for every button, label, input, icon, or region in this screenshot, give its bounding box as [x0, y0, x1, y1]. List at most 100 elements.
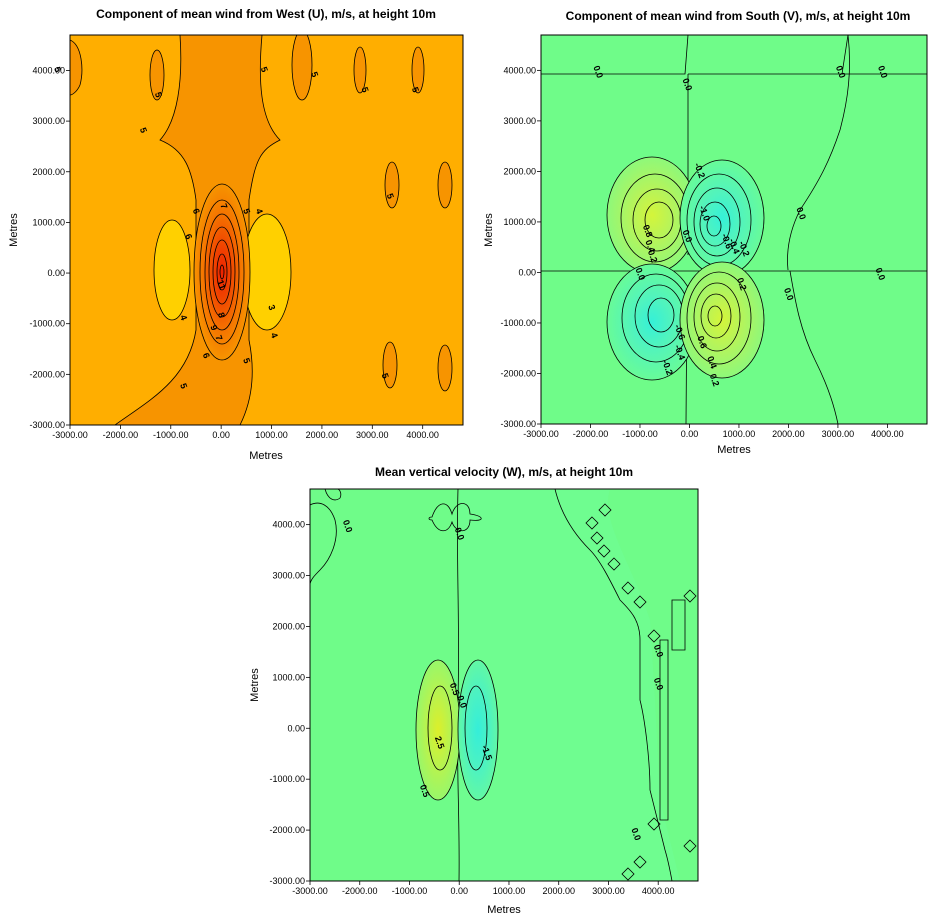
contour-label: 5: [178, 382, 189, 390]
contour-label: 8: [216, 311, 227, 319]
panel-u-wind: Component of mean wind from West (U), m/…: [8, 7, 464, 462]
contour-label: 0.0: [652, 643, 666, 658]
contour-label: -1.0: [697, 204, 712, 222]
contour-region-w-negative: [460, 489, 680, 881]
y-tick-label: -2000.00: [269, 825, 305, 835]
y-tick-label: -1000.00: [500, 318, 536, 328]
chart-title-u: Component of mean wind from West (U), m/…: [96, 7, 436, 21]
contour-island-u: [291, 35, 313, 101]
y-axis-label-u: Metres: [8, 213, 20, 247]
contour-label: 6: [201, 352, 212, 360]
contour-island-u: [437, 344, 453, 392]
contour-label: 0.0: [680, 77, 694, 92]
y-tick-label: 2000.00: [272, 621, 305, 631]
contour-label: 5: [309, 70, 320, 78]
y-axis-label-v: Metres: [483, 213, 495, 247]
contour-label: 6: [183, 233, 194, 241]
contour-core-u-ring: [199, 199, 245, 345]
contour-lobe-w-negative: [457, 659, 499, 801]
plot-area-w: [310, 489, 698, 881]
contour-island-u: [411, 46, 425, 94]
y-tick-label: -3000.00: [500, 419, 536, 429]
contour-label: 0.4: [643, 239, 657, 254]
contour-labels-v: 0.00.00.0 0.0-0.2-1.00.00.80.40.2-0.6-0.4…: [591, 64, 889, 387]
contour-label: 5: [52, 65, 63, 73]
contour-label: 7: [218, 202, 229, 210]
contour-label: 0.0: [455, 694, 469, 709]
contour-zero-v: [789, 270, 839, 424]
x-tick-label: 2000.00: [306, 430, 339, 440]
plot-area-v: [541, 35, 927, 424]
contour-label: 0.5: [418, 783, 432, 798]
contour-label: 5: [385, 192, 396, 200]
y-tick-label: -3000.00: [269, 876, 305, 886]
x-tick-label: 0.00: [681, 429, 699, 439]
x-axis-label-w: Metres: [487, 904, 521, 916]
contour-label: -0.2: [660, 358, 675, 376]
axis-ticks-u: -3000.00 -2000.00 -1000.00 0.00 1000.00 2000.…: [29, 65, 438, 440]
x-tick-label: -3000.00: [523, 429, 559, 439]
contour-labels-w: 0.00.00.50.02.5-1.50.50.00.00.0: [341, 519, 666, 842]
y-tick-label: 1000.00: [272, 672, 305, 682]
contour-lobe-v-ring: [686, 271, 752, 365]
contour-label: 6: [191, 207, 202, 215]
contour-label: 0.0: [591, 64, 605, 79]
x-tick-label: 4000.00: [642, 886, 675, 896]
x-tick-label: 3000.00: [356, 430, 389, 440]
contour-label: -0.6: [720, 232, 735, 250]
contour-label: 0.0: [652, 676, 666, 691]
x-tick-label: 0.00: [450, 886, 468, 896]
y-tick-label: -1000.00: [269, 774, 305, 784]
contour-label: -0.2: [737, 240, 752, 258]
contour-label: 5: [153, 91, 164, 99]
contour-label: 0.0: [680, 228, 694, 243]
contour-lobe-v-ring: [644, 201, 674, 239]
y-tick-label: 2000.00: [503, 166, 536, 176]
y-tick-label: 2000.00: [32, 167, 65, 177]
x-tick-label: 2000.00: [772, 429, 805, 439]
x-tick-label: -2000.00: [573, 429, 609, 439]
contour-label: 5: [138, 126, 149, 134]
panel-w-velocity: Mean vertical velocity (W), m/s, at heig…: [249, 465, 699, 916]
y-tick-label: -2000.00: [500, 368, 536, 378]
contour-label: -1.5: [480, 744, 495, 762]
contour-label: 5: [241, 207, 252, 215]
y-tick-label: 0.00: [287, 723, 305, 733]
contour-island-u: [353, 46, 367, 94]
contour-label: 4: [178, 314, 189, 322]
contour-island-u: [384, 161, 400, 209]
contour-label: 5: [359, 86, 370, 94]
contour-label: -0.4: [727, 237, 742, 255]
y-tick-label: 1000.00: [32, 217, 65, 227]
contour-core-u-ring: [219, 264, 225, 280]
contour-zero-w: [659, 599, 686, 821]
contour-lobe-v-ring: [693, 187, 741, 257]
contour-core-u-ring: [204, 213, 240, 331]
contour-label: 0.0: [876, 64, 890, 79]
contour-core-u: [193, 183, 251, 361]
contour-core-u-ring: [208, 226, 236, 318]
contour-label: 0.0: [453, 526, 467, 541]
contour-label: 0.0: [782, 287, 796, 302]
x-tick-label: -2000.00: [103, 430, 139, 440]
y-tick-label: -3000.00: [29, 420, 65, 430]
contour-label: 0.0: [873, 266, 887, 281]
contour-lobe-v-ring: [706, 215, 722, 237]
contour-lobe-w-ring: [427, 685, 453, 771]
contour-label: 4: [269, 331, 280, 339]
contour-lobe-v-ring: [707, 305, 723, 327]
contour-label: 0.2: [735, 276, 749, 291]
x-axis-label-u: Metres: [249, 450, 283, 462]
contour-label: 0.5: [448, 681, 462, 696]
y-tick-label: 1000.00: [503, 217, 536, 227]
contour-island-u: [382, 341, 398, 389]
x-axis-label-v: Metres: [717, 444, 751, 456]
plot-frame-u: [69, 34, 464, 426]
axis-ticks-v: -3000.00 -2000.00 -1000.00 0.00 1000.00 2000.…: [500, 65, 903, 439]
x-tick-label: 4000.00: [406, 430, 439, 440]
y-tick-label: 3000.00: [272, 571, 305, 581]
contour-label: 9: [208, 324, 219, 332]
contour-island-u: [70, 39, 83, 96]
x-tick-label: 1000.00: [255, 430, 288, 440]
contour-label: -0.6: [673, 323, 688, 341]
